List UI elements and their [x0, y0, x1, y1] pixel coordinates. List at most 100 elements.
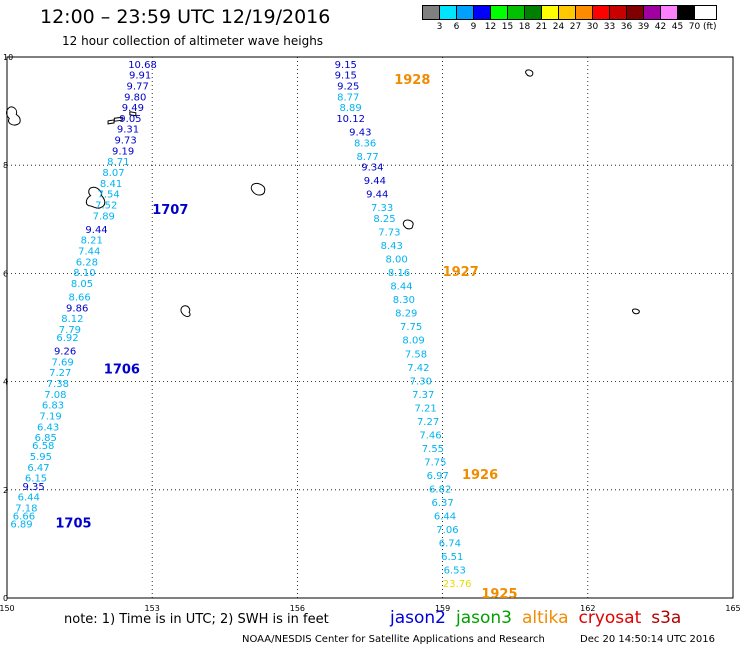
y-tick-label: 6 [3, 269, 8, 278]
legend-tick-label: 15 [501, 22, 514, 32]
wave-height-label: 7.06 [436, 525, 458, 536]
wave-height-label: 6.97 [427, 471, 449, 482]
legend-tick-label: 24 [552, 22, 565, 32]
wave-height-label: 6.43 [37, 422, 59, 433]
wave-height-label: 8.05 [71, 279, 93, 290]
wave-height-label: 10.68 [128, 60, 157, 71]
legend-tick-label: 36 [620, 22, 633, 32]
wave-height-label: 7.30 [410, 376, 432, 387]
island-outline [85, 186, 106, 209]
wave-height-label: 6.83 [42, 401, 64, 412]
legend-swatch [627, 6, 644, 19]
wave-height-label: 7.79 [59, 325, 81, 336]
wave-height-label: 8.89 [340, 103, 362, 114]
island-outline [180, 305, 191, 317]
wave-height-label: 6.66 [13, 512, 35, 523]
wave-height-label: 8.41 [100, 179, 122, 190]
wave-height-label: 6.44 [18, 493, 40, 504]
satellite-label-cryosat: cryosat [578, 608, 642, 628]
color-scale-labels: 3 6 9 12 15 18 21 24 27 30 33 36 39 42 45 70 (ft) [422, 22, 717, 32]
wave-height-label: 8.71 [107, 157, 129, 168]
wave-height-label: 6.37 [431, 498, 453, 509]
wave-height-label: 9.43 [349, 127, 371, 138]
wave-height-label: 6.92 [56, 333, 78, 344]
island-outline [631, 308, 640, 315]
wave-height-label: 7.89 [93, 211, 115, 222]
wave-height-label: 6.15 [25, 474, 47, 485]
satellite-label-jason2: jason2 [390, 608, 446, 628]
wave-height-label: 9.49 [122, 103, 144, 114]
legend-tick-label: 33 [603, 22, 616, 32]
legend-swatch [610, 6, 627, 19]
track-label: 1705 [55, 517, 91, 532]
island-outline [107, 119, 115, 125]
legend-swatch [576, 6, 593, 19]
wave-height-label: 9.91 [129, 71, 151, 82]
legend-swatch [661, 6, 678, 19]
wave-height-label: 9.86 [66, 303, 88, 314]
x-tick-label: 162 [580, 604, 595, 613]
units-note: note: 1) Time is in UTC; 2) SWH is in fe… [64, 612, 329, 627]
wave-height-label: 9.19 [112, 146, 134, 157]
wave-height-label: 7.75 [424, 457, 446, 468]
wave-height-label: 7.44 [78, 246, 100, 257]
wave-height-label: 6.82 [429, 485, 451, 496]
track-label: 1706 [104, 362, 140, 377]
legend-tick-label: 42 [654, 22, 667, 32]
legend-tick-label: 3 [436, 22, 443, 32]
wave-height-label: 6.53 [444, 566, 466, 577]
legend-tick-label: 12 [484, 22, 497, 32]
wave-height-label: 6.28 [76, 257, 98, 268]
wave-height-label: 8.36 [354, 138, 376, 149]
wave-height-label: 6.58 [32, 441, 54, 452]
wave-height-label: 7.08 [44, 390, 66, 401]
color-scale-swatches [422, 5, 717, 20]
chart-subtitle: 12 hour collection of altimeter wave hei… [62, 34, 324, 48]
wave-height-label: 7.54 [98, 190, 120, 201]
wave-height-label: 8.66 [68, 292, 90, 303]
legend-swatch [474, 6, 491, 19]
wave-height-label: 23.76 [443, 579, 472, 590]
wave-height-label: 8.00 [385, 255, 407, 266]
plot-frame [6, 56, 734, 599]
wave-height-label: 9.44 [364, 176, 386, 187]
wave-height-label: 7.19 [39, 411, 61, 422]
wave-height-label: 7.27 [49, 368, 71, 379]
track-label: 1926 [462, 468, 498, 483]
wave-height-label: 9.25 [337, 81, 359, 92]
wave-height-label: 7.69 [52, 357, 74, 368]
wave-height-label: 8.21 [81, 236, 103, 247]
legend-tick-label: 9 [470, 22, 477, 32]
wave-height-label: 7.42 [407, 363, 429, 374]
y-tick-label: 8 [3, 161, 8, 170]
wave-height-label: 9.26 [54, 347, 76, 358]
legend-swatch [491, 6, 508, 19]
wave-height-label: 9.31 [117, 125, 139, 136]
wave-height-label: 7.21 [415, 403, 437, 414]
wave-height-label: 8.07 [102, 168, 124, 179]
wave-height-label: 8.10 [73, 268, 95, 279]
legend-tick-label: 39 [637, 22, 650, 32]
wave-height-label: 8.77 [356, 152, 378, 163]
island-outline [525, 69, 534, 77]
wave-height-label: 9.44 [85, 225, 107, 236]
legend-swatch [423, 6, 440, 19]
satellite-label-altika: altika [522, 608, 569, 628]
track-label: 1928 [394, 73, 430, 88]
wave-height-label: 8.43 [381, 241, 403, 252]
y-tick-label: 10 [3, 53, 13, 62]
island-outline [6, 106, 21, 126]
wave-height-label: 6.89 [10, 520, 32, 531]
wave-height-label: 6.51 [441, 552, 463, 563]
legend-swatch [525, 6, 542, 19]
wave-height-label: 9.73 [114, 136, 136, 147]
legend-swatch [440, 6, 457, 19]
x-tick-label: 159 [435, 604, 450, 613]
satellite-label-s3a: s3a [651, 608, 682, 628]
wave-height-label: 7.75 [400, 322, 422, 333]
wave-height-label: 8.09 [402, 336, 424, 347]
island-outline [250, 183, 266, 196]
island-outline [129, 111, 137, 117]
legend-swatch [559, 6, 576, 19]
wave-height-label: 7.37 [412, 390, 434, 401]
